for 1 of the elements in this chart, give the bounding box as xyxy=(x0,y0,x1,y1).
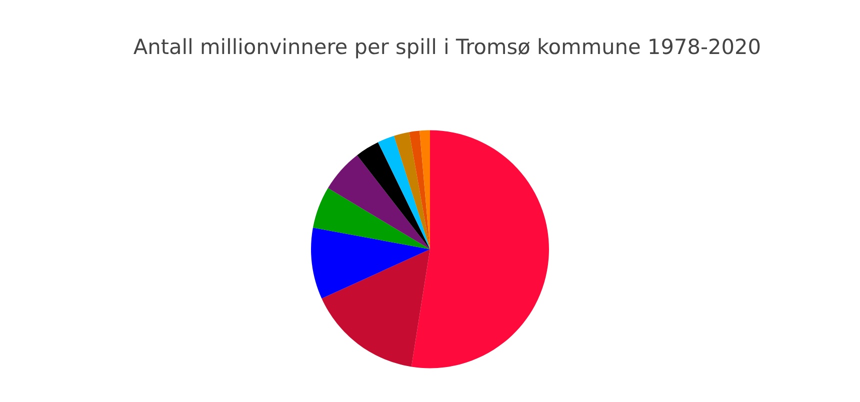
chart-title: Antall millionvinnere per spill i Tromsø kommune 1978-2020 xyxy=(134,38,760,58)
